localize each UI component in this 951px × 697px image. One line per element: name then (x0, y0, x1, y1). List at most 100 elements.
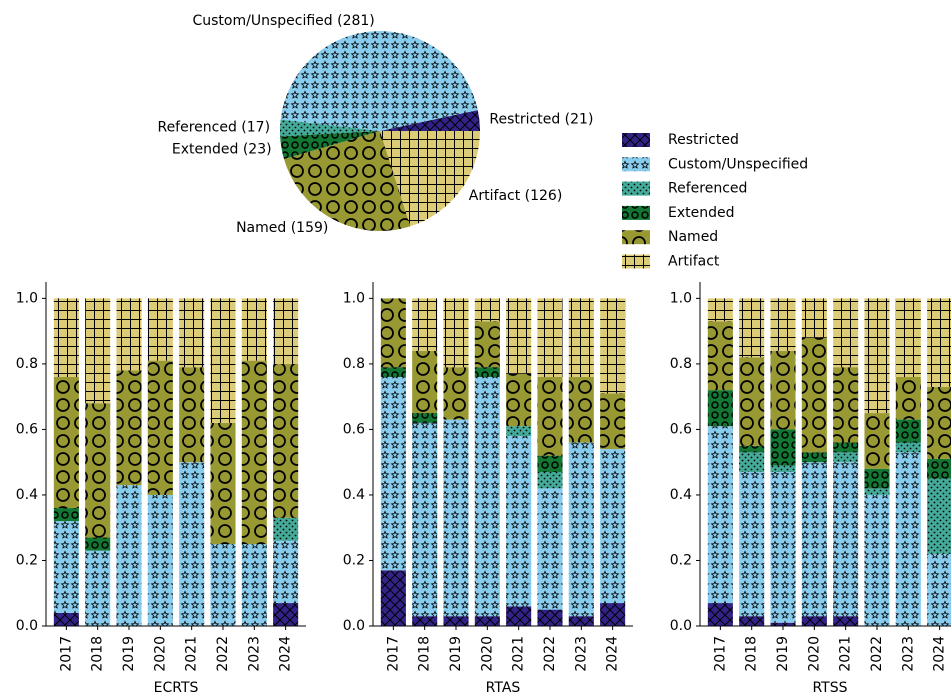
bar-segment (568, 442, 594, 617)
bar-segment (707, 390, 733, 427)
bar-segment (895, 452, 921, 626)
bar-segment (927, 386, 951, 459)
bar-segment (770, 622, 796, 626)
bar-segment (506, 298, 532, 374)
bar-segment (380, 298, 406, 368)
bar-segment (600, 449, 626, 604)
legend-label: Named (668, 229, 718, 245)
bar-segment (147, 360, 173, 495)
x-tick-label: 2023 (573, 636, 589, 672)
x-tick-label: 2023 (900, 636, 916, 672)
legend-swatch (622, 157, 650, 172)
bar-segment (537, 377, 563, 456)
bar-segment (273, 540, 299, 604)
bar-segment (85, 298, 111, 404)
bar-segment (739, 616, 765, 626)
pie-label: Named (159) (236, 220, 328, 236)
bar-segment (474, 367, 500, 378)
bar-segment (864, 413, 890, 469)
legend-swatch (622, 205, 650, 220)
bar-segment (537, 488, 563, 610)
x-axis-label: RTAS (486, 680, 521, 696)
bar-segment (147, 298, 173, 361)
bar-segment (833, 616, 859, 626)
y-tick-label: 0.2 (343, 552, 365, 568)
bar-segment (927, 298, 951, 387)
bar-segment (739, 298, 765, 358)
bar-segment (506, 373, 532, 427)
bar-segment (179, 298, 205, 368)
bar-segment (210, 422, 236, 545)
x-tick-label: 2020 (479, 636, 495, 672)
x-tick-label: 2019 (121, 636, 137, 672)
pie-wedge (280, 119, 380, 137)
bar-segment (116, 370, 142, 486)
bar-segment (474, 377, 500, 617)
bar-segment (116, 298, 142, 371)
legend-swatch (622, 230, 650, 245)
x-tick-label: 2022 (542, 636, 558, 672)
bar-segment (833, 452, 859, 463)
x-tick-label: 2021 (838, 636, 854, 672)
bar-segment (85, 537, 111, 551)
y-tick-label: 0.0 (670, 618, 692, 634)
bar-segment (537, 609, 563, 626)
bar-segment (537, 298, 563, 378)
bar-segment (895, 377, 921, 420)
bar-segment (537, 472, 563, 489)
bar-segment (241, 360, 267, 545)
x-tick-label: 2018 (90, 636, 106, 672)
bar-segment (53, 612, 79, 626)
y-tick-label: 0.8 (16, 356, 38, 372)
bar-segment (864, 488, 890, 495)
bar-segment (179, 462, 205, 626)
bar-segment (895, 442, 921, 453)
bar-segment (801, 337, 827, 453)
pie-label: Artifact (126) (469, 188, 563, 204)
bar-segment (412, 298, 438, 351)
bar-segment (412, 422, 438, 617)
y-tick-label: 0.0 (343, 618, 365, 634)
x-tick-label: 2024 (932, 636, 948, 672)
bar-segment (53, 508, 79, 522)
x-tick-label: 2017 (58, 636, 74, 672)
pie-wedge (380, 131, 480, 227)
x-axis-label: RTSS (812, 680, 847, 696)
bar-segment (739, 445, 765, 453)
bar-segment (739, 472, 765, 617)
bar-segment (801, 452, 827, 463)
bar-segment (116, 485, 142, 626)
pie-label: Referenced (17) (157, 120, 270, 136)
x-tick-label: 2023 (246, 636, 262, 672)
bar-segment (273, 298, 299, 364)
y-tick-label: 0.4 (16, 487, 38, 503)
pie-label: Extended (23) (172, 142, 272, 158)
bar-segment (380, 367, 406, 378)
bar-segment (833, 298, 859, 368)
x-tick-label: 2024 (605, 636, 621, 672)
legend-label: Referenced (668, 181, 747, 197)
bar-segment (53, 521, 79, 613)
bar-segment (443, 298, 469, 368)
bar-segment (85, 550, 111, 626)
bar-segment (210, 298, 236, 423)
bar-segment (53, 298, 79, 378)
y-tick-label: 0.4 (670, 487, 692, 503)
legend-label: Artifact (668, 254, 720, 270)
pie-wedge (280, 131, 380, 160)
bar-segment (273, 603, 299, 626)
pie-wedge (380, 110, 480, 131)
y-tick-label: 1.0 (670, 290, 692, 306)
bar-segment (443, 616, 469, 626)
bar-segment (927, 458, 951, 479)
x-tick-label: 2021 (511, 636, 527, 672)
x-tick-label: 2019 (448, 636, 464, 672)
y-tick-label: 0.8 (343, 356, 365, 372)
y-tick-label: 0.2 (16, 552, 38, 568)
y-tick-label: 0.8 (670, 356, 692, 372)
bar-segment (443, 419, 469, 617)
bar-segment (801, 462, 827, 617)
x-tick-label: 2017 (712, 636, 728, 672)
